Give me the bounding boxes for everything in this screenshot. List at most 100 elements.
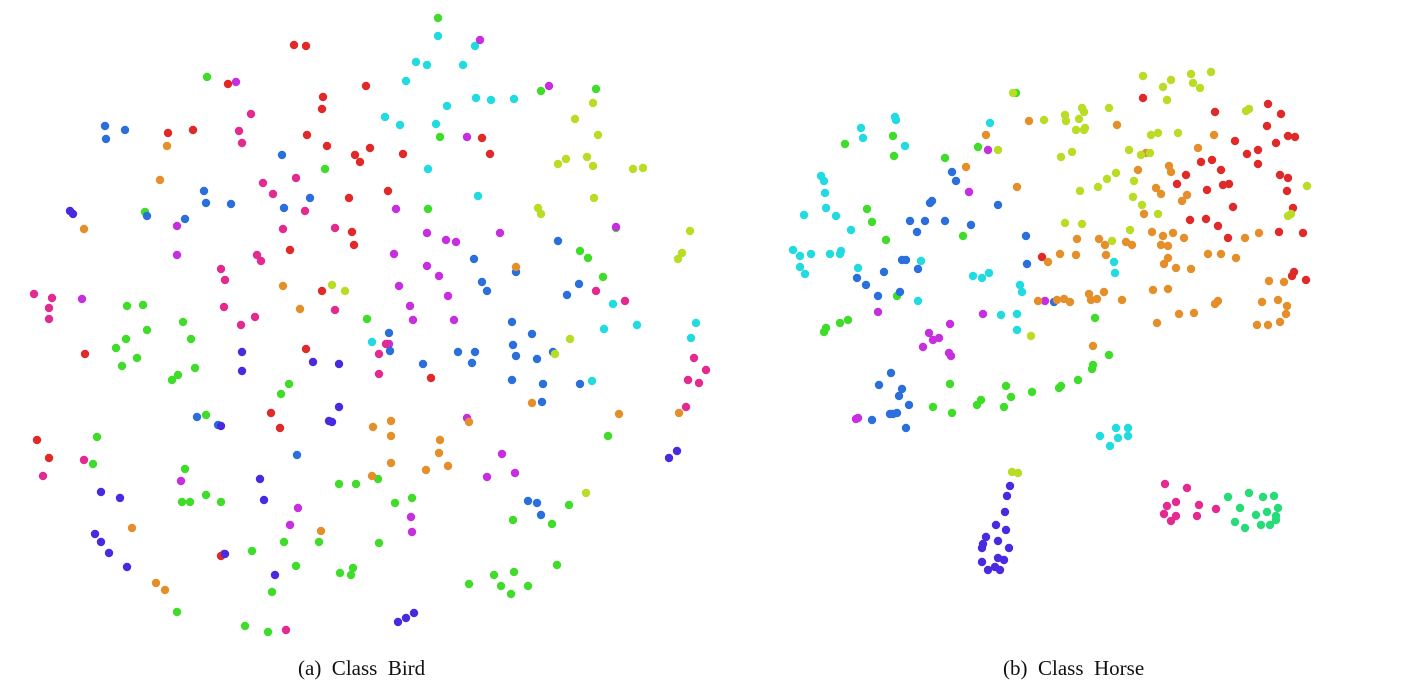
scatter-point (904, 400, 914, 410)
scatter-point (1213, 221, 1223, 231)
scatter-point (176, 476, 186, 486)
scatter-point (983, 145, 993, 155)
scatter-point (1012, 309, 1022, 319)
scatter-point (276, 389, 286, 399)
scatter-point (302, 130, 312, 140)
scatter-point (1252, 320, 1262, 330)
scatter-point (1258, 492, 1268, 502)
scatter-point (308, 357, 318, 367)
scatter-point (1102, 174, 1112, 184)
scatter-point (552, 560, 562, 570)
scatter-point (632, 320, 642, 330)
scatter-point (683, 375, 693, 385)
scatter-point (1145, 148, 1155, 158)
scatter-point (999, 555, 1009, 565)
scatter-point (1256, 520, 1266, 530)
scatter-point (509, 94, 519, 104)
scatter-point (1189, 308, 1199, 318)
scatter-point (1095, 431, 1105, 441)
scatter-point (470, 347, 480, 357)
scatter-point (201, 198, 211, 208)
scatter-point (231, 77, 241, 87)
scatter-point (185, 497, 195, 507)
scatter-point (1151, 183, 1161, 193)
scatter-point (101, 134, 111, 144)
scatter-point (1107, 236, 1117, 246)
scatter-point (263, 627, 273, 637)
scatter-plot-horse: (b) Class Horse (720, 0, 1420, 700)
scatter-point (347, 227, 357, 237)
scatter-point (1001, 381, 1011, 391)
scatter-point (981, 532, 991, 542)
scatter-point (486, 95, 496, 105)
scatter-point (1073, 375, 1083, 385)
scatter-point (374, 369, 384, 379)
scatter-point (1127, 240, 1137, 250)
scatter-point (190, 363, 200, 373)
scatter-point (1162, 95, 1172, 105)
scatter-point (180, 464, 190, 474)
scatter-point (913, 296, 923, 306)
scatter-point (1223, 233, 1233, 243)
scatter-point (920, 216, 930, 226)
scatter-point (587, 376, 597, 386)
scatter-point (1173, 128, 1183, 138)
scatter-point (407, 527, 417, 537)
scatter-point (178, 317, 188, 327)
scatter-point (685, 226, 695, 236)
scatter-point (1148, 285, 1158, 295)
scatter-point (1156, 189, 1166, 199)
scatter-point (1282, 186, 1292, 196)
scatter-point (978, 309, 988, 319)
scatter-point (819, 176, 829, 186)
scatter-point (1002, 491, 1012, 501)
scatter-point (527, 329, 537, 339)
scatter-point (507, 375, 517, 385)
scatter-point (458, 60, 468, 70)
scatter-point (1094, 234, 1104, 244)
scatter-point (589, 193, 599, 203)
scatter-point (318, 92, 328, 102)
scatter-point (334, 479, 344, 489)
scatter-point (1254, 228, 1264, 238)
scatter-point (996, 310, 1006, 320)
scatter-point (1153, 128, 1163, 138)
scatter-point (380, 112, 390, 122)
scatter-point (482, 286, 492, 296)
scatter-point (825, 249, 835, 259)
scatter-point (1104, 103, 1114, 113)
scatter-point (346, 570, 356, 580)
scatter-point (434, 448, 444, 458)
scatter-point (115, 493, 125, 503)
scatter-point (96, 537, 106, 547)
scatter-point (401, 613, 411, 623)
scatter-point (386, 458, 396, 468)
scatter-point (895, 287, 905, 297)
scatter-point (511, 262, 521, 272)
scatter-point (1194, 500, 1204, 510)
scatter-point (266, 408, 276, 418)
scatter-point (462, 132, 472, 142)
scatter-point (1192, 511, 1202, 521)
scatter-point (874, 380, 884, 390)
scatter-point (819, 327, 829, 337)
scatter-point (316, 526, 326, 536)
scatter-point (44, 314, 54, 324)
scatter-point (905, 216, 915, 226)
scatter-point (853, 263, 863, 273)
scatter-point (1228, 202, 1238, 212)
scatter-point (367, 337, 377, 347)
scatter-point (117, 361, 127, 371)
scatter-point (1171, 263, 1181, 273)
scatter-point (1203, 249, 1213, 259)
caption-bird: (a) Class Bird (298, 656, 426, 680)
scatter-point (1055, 249, 1065, 259)
scatter-point (867, 415, 877, 425)
scatter-point (1015, 280, 1025, 290)
scatter-point (96, 487, 106, 497)
scatter-point (918, 342, 928, 352)
scatter-point (1008, 88, 1018, 98)
scatter-point (674, 408, 684, 418)
scatter-point (220, 275, 230, 285)
scatter-point (386, 431, 396, 441)
